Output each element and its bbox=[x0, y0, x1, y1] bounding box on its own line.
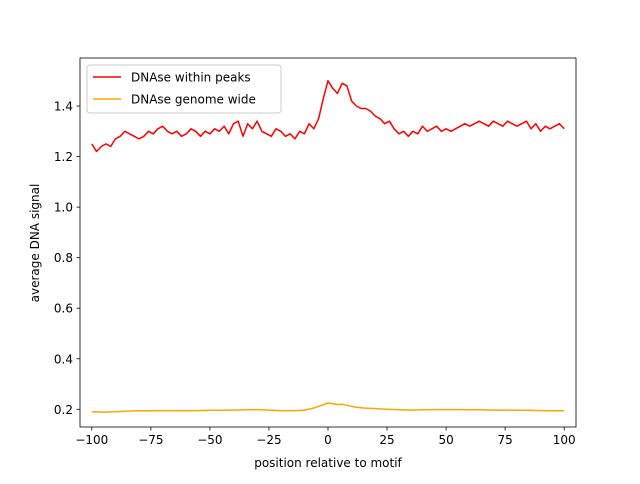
x-tick-label: −25 bbox=[256, 433, 281, 447]
legend-label-1: DNAse genome wide bbox=[131, 93, 256, 107]
series-line-1 bbox=[91, 402, 565, 413]
y-tick-label: 1.0 bbox=[54, 201, 73, 215]
y-tick-label: 1.2 bbox=[54, 150, 73, 164]
x-tick-label: −50 bbox=[197, 433, 222, 447]
legend-label-0: DNAse within peaks bbox=[131, 71, 251, 85]
y-tick-label: 0.8 bbox=[54, 251, 73, 265]
x-tick-label: 0 bbox=[324, 433, 332, 447]
x-tick-label: 25 bbox=[379, 433, 394, 447]
x-tick-label: 50 bbox=[438, 433, 453, 447]
x-tick-label: 75 bbox=[498, 433, 513, 447]
series-line-0 bbox=[91, 79, 565, 153]
y-tick-label: 1.4 bbox=[54, 100, 73, 114]
y-tick-label: 0.2 bbox=[54, 403, 73, 417]
legend: DNAse within peaks DNAse genome wide bbox=[86, 64, 282, 114]
x-axis-label: position relative to motif bbox=[254, 456, 402, 470]
x-tick-label: −75 bbox=[138, 433, 163, 447]
y-axis-label: average DNA signal bbox=[28, 184, 42, 303]
y-tick-label: 0.4 bbox=[54, 352, 73, 366]
legend-box bbox=[86, 64, 282, 114]
x-tick-label: 100 bbox=[553, 433, 576, 447]
x-tick-label: −100 bbox=[75, 433, 108, 447]
y-tick-label: 0.6 bbox=[54, 302, 73, 316]
axes: −100 −75 −50 −25 0 25 50 75 100 0.2 0.4 0.6 0.8 1.0 1.… bbox=[54, 57, 577, 447]
plot-area bbox=[91, 79, 565, 413]
